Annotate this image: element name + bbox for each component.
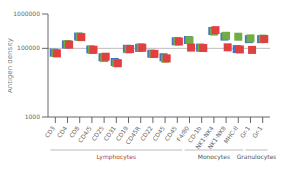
svg-text:Granulocytes: Granulocytes — [237, 153, 276, 161]
svg-text:CD45R: CD45R — [124, 125, 142, 146]
svg-text:Gr-1: Gr-1 — [250, 124, 263, 139]
svg-text:Antigen density: Antigen density — [8, 38, 14, 93]
svg-text:1000: 1000 — [25, 113, 40, 120]
svg-text:Lymphocytes: Lymphocytes — [97, 153, 137, 161]
svg-text:CD-1b: CD-1b — [186, 124, 203, 144]
svg-text:1000000: 1000000 — [13, 10, 40, 17]
svg-text:CD3: CD3 — [43, 124, 56, 139]
svg-text:MHC-II: MHC-II — [222, 124, 239, 144]
svg-text:Monocytes: Monocytes — [198, 153, 230, 161]
svg-text:CD19: CD19 — [114, 124, 130, 143]
svg-text:CD4/5: CD4/5 — [76, 124, 92, 143]
svg-text:CD31: CD31 — [102, 124, 118, 143]
svg-text:CD4: CD4 — [55, 124, 68, 139]
svg-text:CD45: CD45 — [162, 124, 179, 143]
svg-text:CD22: CD22 — [138, 124, 154, 143]
svg-text:100000: 100000 — [17, 44, 40, 51]
svg-text:NK1·NK4: NK1·NK4 — [193, 124, 215, 151]
svg-text:CD25: CD25 — [89, 124, 105, 143]
svg-text:F4/80: F4/80 — [174, 124, 191, 143]
svg-text:NK1·NK8: NK1·NK8 — [206, 124, 227, 151]
svg-text:CD8: CD8 — [67, 124, 81, 139]
svg-text:CD45: CD45 — [150, 124, 166, 143]
svg-text:Gr-1: Gr-1 — [238, 124, 251, 139]
